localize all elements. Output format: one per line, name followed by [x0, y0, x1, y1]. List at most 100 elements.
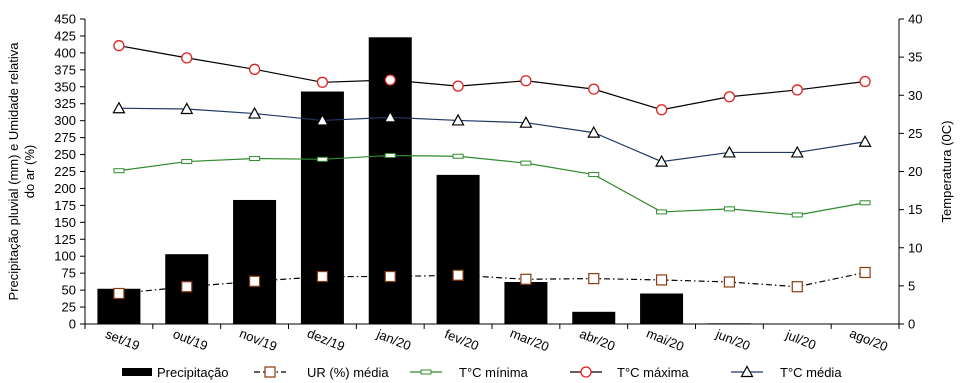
legend-swatch-precipitacao	[122, 368, 152, 376]
x-tick-label-jun-20: jun/20	[713, 326, 752, 354]
x-axis-ticks: set/19 out/19 nov/19 dez/19 jan/20 fev/20 mar/…	[84, 324, 900, 355]
left-tick-label: 425	[54, 28, 76, 43]
series-lines	[112, 40, 872, 300]
left-tick-label: 50	[62, 283, 76, 298]
left-tick-label: 200	[54, 181, 76, 196]
point-ur-media-nov-19	[248, 275, 261, 287]
left-axis-title-line-2: do ar (%)	[22, 145, 37, 198]
x-tick-label-nov-19: nov/19	[237, 326, 279, 355]
left-tick-label: 325	[54, 96, 76, 111]
point-t-c-media-dez-19	[315, 113, 329, 126]
point-t-c-minima-abr-20	[588, 172, 600, 178]
point-t-c-minima-jun-20	[723, 206, 735, 212]
line-t-c-media	[118, 107, 866, 163]
left-tick-label: 400	[54, 45, 76, 60]
right-tick-label: 40	[908, 12, 922, 27]
bar-precipitacao-mar-20	[504, 281, 548, 324]
right-tick-label: 5	[908, 278, 915, 293]
line-ur-media	[118, 271, 866, 295]
right-tick-label: 10	[908, 240, 922, 255]
point-t-c-maxima-ago-20	[859, 75, 871, 88]
left-tick-label: 375	[54, 62, 76, 77]
bar-precipitacao-mai-20	[640, 293, 684, 324]
left-tick-label: 450	[54, 12, 76, 27]
point-t-c-maxima-nov-19	[248, 63, 261, 75]
point-t-c-maxima-jan-20	[384, 74, 396, 86]
point-ur-media-abr-20	[588, 272, 600, 285]
line-t-c-minima	[118, 154, 866, 216]
left-axis-title-line-1: Precipitação pluvial (mm) e Umidade rela…	[6, 42, 21, 301]
point-t-c-maxima-out-19	[181, 52, 193, 64]
point-t-c-media-set-19	[112, 101, 126, 114]
right-tick-label: 0	[908, 317, 915, 332]
point-t-c-maxima-mai-20	[655, 104, 668, 116]
point-t-c-minima-set-19	[113, 168, 125, 174]
point-ur-media-set-19	[113, 287, 125, 300]
point-t-c-media-abr-20	[587, 125, 601, 138]
x-tick-label-fev-20: fev/20	[443, 326, 481, 353]
point-t-c-media-jul-20	[790, 145, 804, 158]
point-t-c-minima-out-19	[181, 159, 193, 165]
point-t-c-media-nov-19	[248, 106, 262, 119]
point-ur-media-mai-20	[655, 274, 668, 286]
point-t-c-minima-mar-20	[520, 160, 532, 166]
legend-label-precipitacao: Precipitação	[157, 365, 229, 380]
right-tick-label: 30	[908, 88, 922, 103]
bar-precipitacao-dez-19	[300, 91, 344, 325]
left-tick-label: 275	[54, 130, 76, 145]
left-tick-label: 150	[54, 215, 76, 230]
point-ur-media-dez-19	[316, 270, 329, 283]
point-t-c-maxima-mar-20	[520, 75, 532, 87]
right-tick-label: 15	[908, 202, 922, 217]
left-tick-label: 350	[54, 79, 76, 94]
x-tick-label-out-19: out/19	[171, 326, 210, 353]
point-t-c-media-fev-20	[451, 113, 465, 126]
left-tick-label: 75	[62, 266, 76, 281]
point-t-c-maxima-set-19	[113, 40, 125, 52]
point-t-c-media-jun-20	[722, 145, 736, 158]
point-t-c-minima-mai-20	[656, 209, 668, 215]
left-tick-label: 175	[54, 198, 76, 213]
point-t-c-maxima-abr-20	[588, 83, 600, 95]
point-t-c-minima-jan-20	[384, 152, 396, 158]
point-t-c-minima-ago-20	[859, 200, 871, 206]
legend: Precipitação UR (%) média T°C mínima T°C má…	[122, 365, 842, 380]
point-t-c-media-out-19	[180, 102, 194, 115]
left-tick-label: 125	[54, 232, 76, 247]
point-t-c-maxima-dez-19	[316, 76, 329, 88]
point-t-c-minima-dez-19	[316, 156, 328, 162]
x-tick-label-set-19: set/19	[103, 326, 141, 353]
right-tick-label: 25	[908, 126, 922, 141]
legend-label-t-c-maxima: T°C máxima	[617, 365, 689, 380]
point-t-c-media-ago-20	[858, 135, 872, 147]
point-ur-media-jul-20	[791, 281, 803, 293]
left-tick-label: 0	[69, 317, 76, 332]
left-tick-label: 25	[62, 300, 76, 315]
point-t-c-media-jan-20	[383, 110, 397, 123]
legend-marker-t-c-media	[740, 365, 754, 378]
point-ur-media-mar-20	[520, 273, 532, 285]
line-t-c-maxima	[118, 45, 866, 111]
legend-label-ur-media: UR (%) média	[307, 365, 389, 380]
right-tick-label: 20	[908, 164, 922, 179]
right-axis-ticks: 0 5 10 15 20 25 30 35 40	[899, 12, 922, 332]
right-axis-title: Temperatura (0C)	[939, 121, 954, 223]
point-ur-media-jun-20	[723, 276, 736, 288]
legend-marker-t-c-minima	[420, 369, 432, 375]
bar-precipitacao-fev-20	[436, 174, 480, 324]
point-ur-media-jan-20	[384, 270, 396, 283]
left-tick-label: 100	[54, 249, 76, 264]
point-t-c-minima-jul-20	[791, 212, 803, 218]
precipitation-bars	[97, 37, 751, 325]
point-ur-media-out-19	[181, 281, 193, 293]
x-tick-label-dez-19: dez/19	[305, 326, 347, 355]
point-t-c-maxima-jun-20	[723, 91, 736, 103]
bar-precipitacao-abr-20	[572, 311, 616, 324]
x-tick-label-abr-20: abr/20	[578, 326, 618, 354]
left-tick-label: 300	[54, 113, 76, 128]
legend-label-t-c-media: T°C média	[780, 365, 842, 380]
point-t-c-media-mar-20	[519, 115, 533, 128]
left-axis-ticks: 0 25 50 75 100 125 150 175 200 225 250 275 300 325 350…	[54, 12, 85, 332]
bar-precipitacao-nov-19	[233, 199, 277, 324]
